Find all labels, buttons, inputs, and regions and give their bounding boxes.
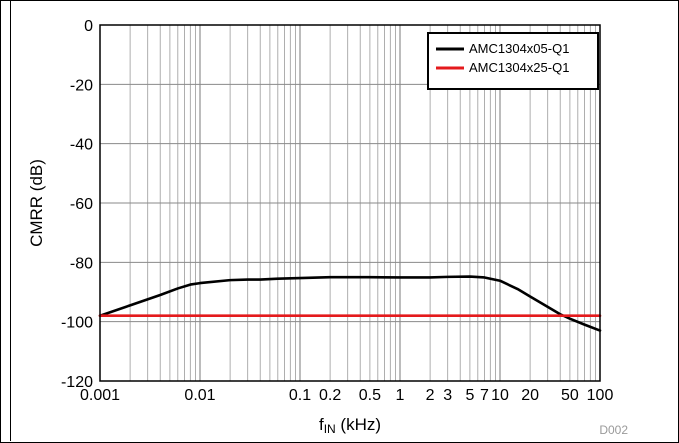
- series-line-amc1304x05-q1: [98, 275, 602, 332]
- x-axis-title-main: f: [319, 415, 324, 434]
- legend-label-amc1304x25: AMC1304x25-Q1: [469, 60, 569, 75]
- y-tick-label: -100: [61, 315, 93, 332]
- x-tick-label: 5: [465, 387, 474, 404]
- y-tick-label: 0: [84, 18, 93, 35]
- x-tick-label: 20: [521, 387, 539, 404]
- x-tick-label: 0.5: [359, 387, 381, 404]
- y-tick-label: -80: [70, 255, 93, 272]
- y-axis-title: CMRR (dB): [27, 159, 46, 247]
- figure-code: D002: [599, 423, 628, 437]
- legend-box: [427, 32, 599, 90]
- legend-label-amc1304x05: AMC1304x05-Q1: [469, 41, 569, 56]
- plot-border: [99, 24, 601, 382]
- x-tick-label: 0.001: [80, 387, 120, 404]
- x-tick-label: 0.2: [319, 387, 341, 404]
- x-tick-label: 10: [491, 387, 509, 404]
- y-tick-label: -20: [70, 77, 93, 94]
- frame-left-rule: [10, 0, 11, 441]
- y-tick-label: -120: [61, 374, 93, 391]
- x-tick-label: 50: [561, 387, 579, 404]
- legend: AMC1304x05-Q1 AMC1304x25-Q1: [427, 32, 599, 90]
- x-tick-label: 100: [587, 387, 614, 404]
- y-tick-label: -40: [70, 137, 93, 154]
- series-layer: [98, 275, 602, 332]
- y-tick-label: -60: [70, 196, 93, 213]
- x-axis-title-unit: (kHz): [336, 415, 381, 434]
- x-tick-label: 0.01: [184, 387, 215, 404]
- x-tick-label: 2: [426, 387, 435, 404]
- x-tick-label: 0.1: [289, 387, 311, 404]
- x-axis-title-subscript: IN: [324, 422, 336, 436]
- x-tick-label: 1: [396, 387, 405, 404]
- x-axis-title: fIN (kHz): [319, 415, 381, 436]
- x-tick-label: 7: [480, 387, 489, 404]
- x-tick-label: 3: [443, 387, 452, 404]
